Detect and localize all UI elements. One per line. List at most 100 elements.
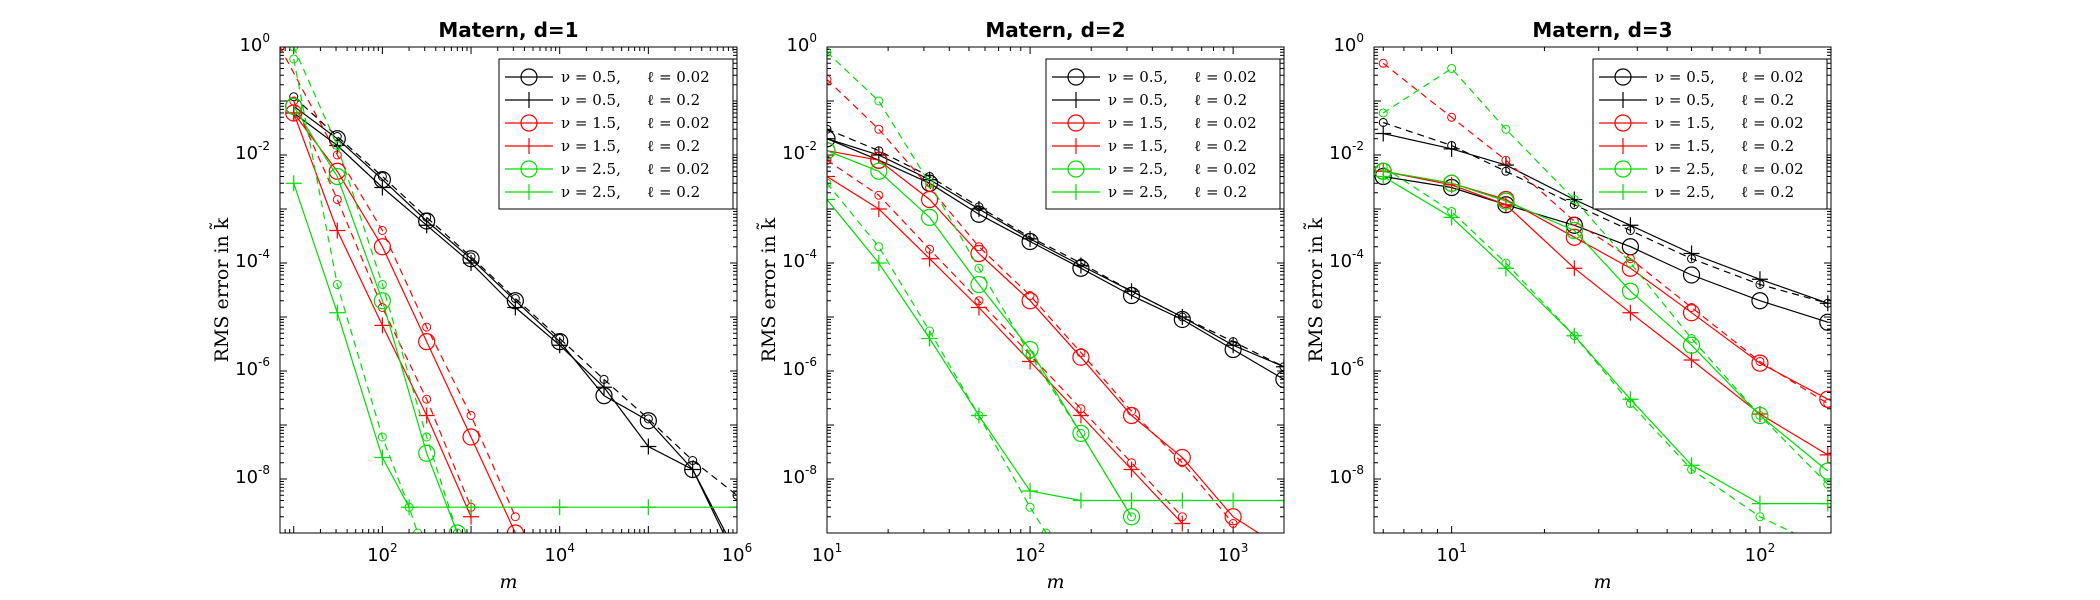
y-tick-base: 10 [782,359,805,380]
series-3-3-marker [1683,245,1700,262]
series-2-6-marker [870,201,887,217]
series-2-7-marker [1177,512,1187,522]
series-3-10-marker [1378,162,1388,172]
legend-nu: ν = 1.5, [1655,114,1715,132]
y-tick-exp: -2 [805,139,817,153]
x-tick-exp: 2 [1768,541,1776,555]
series-1-10-marker [729,499,737,516]
series-3-5-line [1382,62,1829,405]
series-2-4-line [827,150,1260,533]
y-tick-base: 10 [235,251,258,272]
series-3-7-marker [1621,282,1639,300]
legend-entry: ν = 0.5, ℓ = 0.2 [1599,91,1794,109]
series-3-7-marker [1497,192,1515,210]
series-2-11-marker [1041,528,1051,533]
legend-ell: ℓ = 0.02 [647,114,710,132]
legend-entry: ν = 2.5, ℓ = 0.02 [505,160,710,178]
legend-entry: ν = 2.5, ℓ = 0.2 [1052,183,1247,201]
series-1-10-marker [329,304,346,321]
series-2-8-marker [970,275,988,294]
legend-marker [1067,114,1085,132]
y-tick-label: 100 [239,31,270,56]
series-3-4-marker [1682,304,1701,322]
y-tick-exp: 0 [262,31,270,45]
y-tick-exp: -2 [1352,139,1364,153]
series-2-4-marker [1276,541,1292,557]
series-2-7-marker [827,155,832,165]
x-axis-label: m [1593,571,1611,593]
legend-ell: ℓ = 0.02 [1741,114,1804,132]
series-1-7-marker [332,194,342,204]
legend-entry: ν = 2.5, ℓ = 0.2 [505,183,700,201]
y-tick-base: 10 [782,143,805,164]
series-2-10-marker [1123,492,1140,509]
series-1-5-marker [422,322,432,332]
legend-ell: ℓ = 0.02 [1194,68,1257,86]
series-2-8-marker [1122,508,1141,526]
y-tick-label: 10-4 [235,247,270,272]
series-1-6-marker [374,317,391,334]
y-tick-exp: -4 [805,247,817,261]
legend-ell: ℓ = 0.02 [1741,68,1804,86]
series-3-5-marker [1569,216,1579,226]
series-3-7-line [1383,170,1829,472]
legend-entry: ν = 0.5, ℓ = 0.2 [505,91,700,109]
legend-ell: ℓ = 0.2 [1741,137,1794,155]
x-tick-label: 106 [722,541,753,566]
legend-nu: ν = 0.5, [1108,68,1168,86]
y-axis-label: RMS error in k̃ [210,217,233,362]
series-1-2-marker [643,414,653,424]
x-tick-exp: 2 [390,541,398,555]
x-axis-label: m [499,571,517,593]
series-2-8-marker [920,208,939,226]
series-1-3-marker [551,337,568,354]
series-3-3-line [1383,132,1828,304]
series-3-3-marker [1751,271,1768,288]
series-2-10-line [827,199,1284,502]
series-1-3-marker [418,217,435,234]
series-1-4-marker [462,428,480,446]
series-3-3-marker [1566,191,1583,208]
legend-ell: ℓ = 0.2 [647,91,700,109]
legend-ell: ℓ = 0.2 [1194,91,1247,109]
legend-nu: ν = 2.5, [1655,183,1715,201]
series-2-5-marker [1177,458,1187,468]
legend-marker [520,160,538,178]
legend-entry: ν = 1.5, ℓ = 0.2 [1052,137,1247,155]
x-axis-label: m [1046,571,1064,593]
axes-frame [279,46,738,534]
x-tick-base: 10 [1745,545,1768,566]
series-2-11-marker [925,326,935,336]
series-2-7-marker [1127,458,1137,468]
series-2-11-marker [974,410,984,420]
x-tick-base: 10 [722,545,745,566]
series-3-8-marker [1447,63,1457,73]
series-3-10-marker [1687,464,1697,474]
series-3-8-line [1382,67,1829,485]
legend-marker [1614,114,1632,132]
legend-box [498,58,734,210]
series-2-10-marker [1225,492,1242,509]
legend-ell: ℓ = 0.2 [647,183,700,201]
series-1-4-marker [506,524,524,533]
series-2-5-marker [1127,406,1137,416]
series-1-9-marker [452,528,462,533]
legend-nu: ν = 2.5, [561,183,621,201]
series-2-1-line [827,138,1284,380]
y-tick-base: 10 [235,467,258,488]
series-2-7-line [827,159,1183,518]
axes-frame [826,46,1285,534]
legend-ell: ℓ = 0.2 [647,137,700,155]
legend-ell: ℓ = 0.2 [1194,137,1247,155]
legend-ell: ℓ = 0.02 [1194,160,1257,178]
series-2-5-marker [1076,348,1086,358]
legend-nu: ν = 2.5, [1655,160,1715,178]
legend-nu: ν = 1.5, [561,114,621,132]
series-1-5-marker [466,410,476,420]
series-1-9-marker [289,47,299,52]
series-3-5-marker [1755,356,1765,366]
series-3-10-marker [1625,399,1635,409]
series-3-10-marker [1447,206,1457,216]
